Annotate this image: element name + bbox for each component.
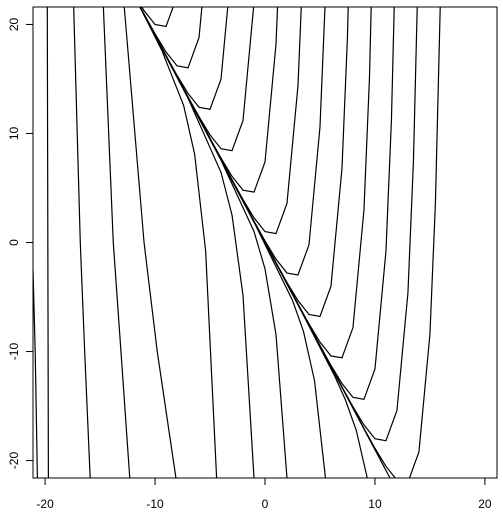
curve bbox=[139, 7, 218, 478]
curve bbox=[123, 7, 177, 478]
y-tick-label: 20 bbox=[7, 17, 21, 31]
curve bbox=[139, 7, 255, 478]
x-tick-label: 10 bbox=[368, 497, 382, 511]
x-tick-label: -20 bbox=[36, 497, 54, 511]
curve bbox=[139, 7, 349, 318]
curve bbox=[102, 7, 131, 478]
curve bbox=[139, 7, 326, 276]
curve bbox=[139, 7, 302, 235]
curve bbox=[139, 7, 327, 478]
y-tick-label: -20 bbox=[7, 452, 21, 470]
x-tick-label: 20 bbox=[478, 497, 492, 511]
curve bbox=[139, 7, 372, 359]
curve bbox=[141, 7, 174, 28]
y-tick-label: 0 bbox=[7, 239, 21, 246]
curve bbox=[139, 7, 203, 69]
x-tick-label: 0 bbox=[262, 497, 269, 511]
curve bbox=[139, 7, 441, 478]
curve bbox=[33, 269, 38, 478]
curves bbox=[33, 7, 441, 478]
curve bbox=[46, 7, 49, 478]
curve bbox=[139, 7, 279, 193]
curve bbox=[139, 7, 395, 400]
curve bbox=[73, 7, 91, 478]
y-tick-label: -10 bbox=[7, 343, 21, 361]
y-tick-label: 10 bbox=[7, 126, 21, 140]
x-tick-label: -10 bbox=[146, 497, 164, 511]
curve bbox=[139, 7, 368, 478]
